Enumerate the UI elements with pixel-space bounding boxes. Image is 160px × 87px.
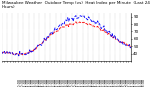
Text: 15:30: 15:30 <box>100 78 104 87</box>
Text: 17:30: 17:30 <box>110 78 114 87</box>
Text: 09:30: 09:30 <box>68 78 72 87</box>
Text: 16:00: 16:00 <box>102 78 106 87</box>
Text: 20:00: 20:00 <box>124 78 128 87</box>
Text: 23:00: 23:00 <box>139 78 143 87</box>
Text: 20:30: 20:30 <box>126 78 130 87</box>
Text: 12:30: 12:30 <box>84 78 88 87</box>
Text: 04:30: 04:30 <box>42 78 46 87</box>
Text: 22:00: 22:00 <box>134 78 138 87</box>
Text: 14:00: 14:00 <box>92 78 96 87</box>
Text: 21:00: 21:00 <box>129 78 133 87</box>
Text: 05:30: 05:30 <box>47 78 51 87</box>
Text: 11:00: 11:00 <box>76 78 80 87</box>
Text: Milwaukee Weather  Outdoor Temp (vs)  Heat Index per Minute  (Last 24 Hours): Milwaukee Weather Outdoor Temp (vs) Heat… <box>2 1 149 9</box>
Text: 06:00: 06:00 <box>50 78 54 87</box>
Text: 07:30: 07:30 <box>58 78 62 87</box>
Text: 01:00: 01:00 <box>23 78 27 87</box>
Text: 09:00: 09:00 <box>65 78 69 87</box>
Text: 00:00: 00:00 <box>18 78 22 87</box>
Text: 08:30: 08:30 <box>63 78 67 87</box>
Text: 13:00: 13:00 <box>87 78 91 87</box>
Text: 02:30: 02:30 <box>31 78 35 87</box>
Text: 10:30: 10:30 <box>73 78 77 87</box>
Text: 19:00: 19:00 <box>118 78 122 87</box>
Text: 17:00: 17:00 <box>108 78 112 87</box>
Text: 01:30: 01:30 <box>26 78 30 87</box>
Text: 16:30: 16:30 <box>105 78 109 87</box>
Text: 08:00: 08:00 <box>60 78 64 87</box>
Text: 04:00: 04:00 <box>39 78 43 87</box>
Text: 13:30: 13:30 <box>89 78 93 87</box>
Text: 12:00: 12:00 <box>81 78 85 87</box>
Text: 10:00: 10:00 <box>71 78 75 87</box>
Text: 07:00: 07:00 <box>55 78 59 87</box>
Text: 11:30: 11:30 <box>79 78 83 87</box>
Text: 14:30: 14:30 <box>95 78 99 87</box>
Text: 19:30: 19:30 <box>121 78 125 87</box>
Text: 03:00: 03:00 <box>34 78 38 87</box>
Text: 00:30: 00:30 <box>21 78 25 87</box>
Text: 22:30: 22:30 <box>137 78 141 87</box>
Text: 03:30: 03:30 <box>36 78 40 87</box>
Text: 21:30: 21:30 <box>132 78 136 87</box>
Text: 15:00: 15:00 <box>97 78 101 87</box>
Text: 18:00: 18:00 <box>113 78 117 87</box>
Text: 05:00: 05:00 <box>44 78 48 87</box>
Text: 23:30: 23:30 <box>142 78 146 87</box>
Text: 02:00: 02:00 <box>28 78 32 87</box>
Text: 06:30: 06:30 <box>52 78 56 87</box>
Text: 18:30: 18:30 <box>116 78 120 87</box>
